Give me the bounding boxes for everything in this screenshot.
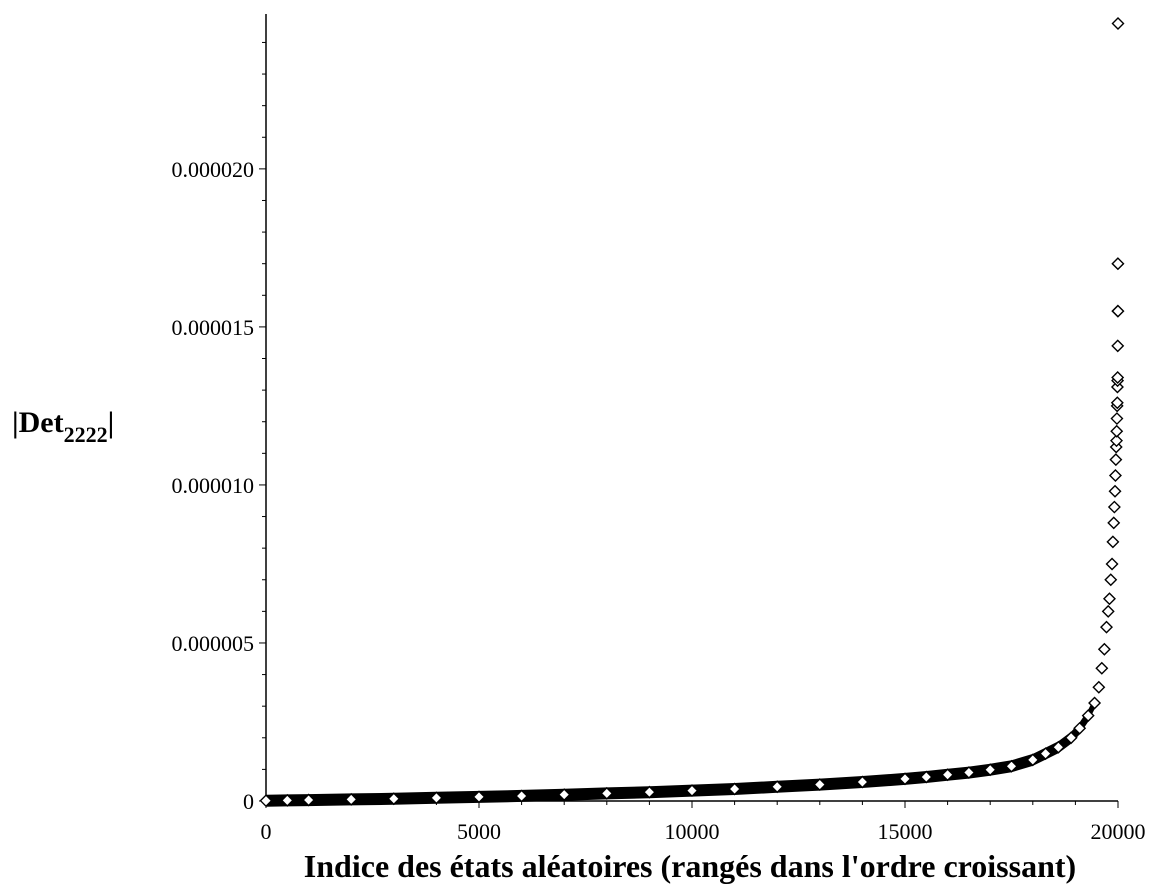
data-point: [1110, 412, 1124, 426]
y-tick-label: 0.000020: [172, 157, 255, 182]
x-tick-label: 15000: [878, 819, 933, 844]
data-point: [1104, 573, 1118, 587]
y-tick-label: 0.000015: [172, 315, 255, 340]
data-point: [344, 792, 358, 806]
data-point: [962, 766, 976, 780]
y-tick-label: 0: [243, 789, 254, 814]
data-point: [1101, 604, 1115, 618]
data-point: [1039, 747, 1053, 761]
data-point: [557, 788, 571, 802]
y-axis-title: |Det2222|: [12, 406, 114, 447]
data-point: [1111, 16, 1125, 30]
data-point: [1110, 424, 1124, 438]
data-point: [1109, 453, 1123, 467]
data-point: [642, 785, 656, 799]
data-point: [1110, 434, 1123, 448]
data-point: [770, 780, 784, 794]
data-point: [259, 794, 273, 808]
y-title-subscript: 2222: [64, 422, 108, 447]
data-point: [1088, 696, 1102, 710]
x-tick-labels: 0 5000 10000 15000 20000: [261, 819, 1146, 844]
data-point: [515, 789, 529, 803]
data-point: [1108, 468, 1122, 482]
data-point: [1111, 257, 1125, 271]
data-point: [1095, 661, 1109, 675]
data-point: [1102, 592, 1116, 606]
y-tick-labels: 0 0.000005 0.000010 0.000015 0.000020: [172, 157, 255, 814]
data-point: [1100, 620, 1113, 634]
dense-marker-band: [266, 697, 1095, 807]
y-title-suffix: |: [108, 406, 115, 439]
data-point: [898, 772, 912, 786]
data-point: [983, 763, 997, 777]
data-point: [1107, 500, 1121, 514]
data-point: [1051, 740, 1065, 754]
data-point: [1107, 516, 1121, 530]
data-point: [1106, 535, 1120, 549]
data-point: [429, 791, 443, 805]
data-point: [1111, 370, 1125, 384]
data-point: [600, 786, 614, 800]
x-axis-title: Indice des états aléatoires (rangés dans…: [304, 848, 1076, 884]
data-point: [1064, 731, 1078, 745]
data-point: [1092, 680, 1106, 694]
y-tick-label: 0.000010: [172, 473, 255, 498]
data-point: [1005, 759, 1018, 773]
data-point: [1110, 396, 1124, 410]
x-tick-label: 0: [261, 819, 272, 844]
data-point: [1026, 753, 1040, 767]
y-title-prefix: |Det: [12, 406, 64, 439]
data-point: [1073, 721, 1087, 735]
data-point: [1111, 339, 1125, 353]
data-point: [280, 793, 294, 807]
x-tick-label: 20000: [1091, 819, 1146, 844]
data-point: [728, 782, 742, 796]
data-point: [1105, 557, 1119, 571]
data-point: [472, 790, 486, 804]
data-point: [1111, 304, 1125, 318]
data-point: [855, 775, 869, 789]
data-point: [1108, 484, 1122, 498]
x-tick-label: 10000: [665, 819, 720, 844]
data-point: [941, 768, 955, 782]
data-point: [919, 770, 933, 784]
data-point: [302, 793, 316, 807]
data-markers: [259, 16, 1125, 808]
data-point: [685, 784, 699, 798]
data-point: [813, 778, 827, 792]
y-axis: [259, 14, 267, 802]
data-point: [1081, 709, 1095, 723]
data-point: [1097, 642, 1111, 656]
y-tick-label: 0.000005: [172, 631, 255, 656]
x-tick-label: 5000: [457, 819, 501, 844]
data-point: [387, 792, 401, 806]
